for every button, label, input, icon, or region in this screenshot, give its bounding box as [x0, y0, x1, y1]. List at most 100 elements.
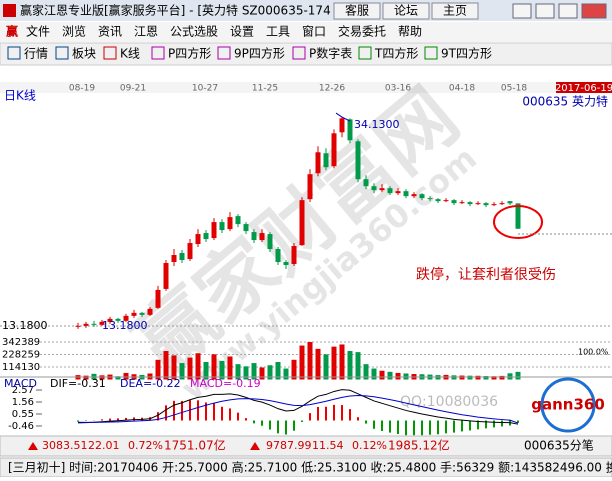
volume-bar [379, 370, 385, 380]
candle-body [139, 312, 145, 315]
peak-marker [335, 112, 351, 122]
macd-tick-label: -0.46 [8, 421, 34, 432]
sz-amount: 1985.12亿 [388, 438, 450, 453]
menu-item[interactable]: 工具 [266, 25, 290, 39]
stock-label: 000635 英力特 [522, 94, 608, 109]
volume-tick-label: 114130 [2, 362, 40, 373]
button-bg[interactable] [382, 2, 430, 20]
candle-body [507, 201, 513, 204]
date-row [0, 82, 612, 93]
volume-bar [323, 354, 329, 380]
volume-bar [227, 356, 233, 380]
logo-ring [540, 377, 596, 433]
candle-body [99, 321, 105, 325]
volume-bar [499, 375, 505, 380]
candle-body [91, 323, 97, 325]
candle-body [83, 323, 89, 326]
date-label: 10-27 [192, 84, 218, 94]
button-bg[interactable] [333, 2, 381, 20]
peak-label: 34.1300 [354, 118, 400, 131]
candle-body [315, 152, 321, 174]
tool-icon[interactable] [217, 46, 231, 60]
candle-body [427, 198, 433, 200]
tool-item[interactable]: 板块 [72, 47, 96, 61]
candle-body [339, 118, 345, 133]
tool-icon[interactable] [103, 46, 117, 60]
tool-item[interactable]: 9P四方形 [234, 46, 285, 61]
menu-item[interactable]: 设置 [230, 25, 254, 39]
candle-body [411, 194, 417, 197]
button[interactable]: 论坛 [394, 4, 418, 18]
menu-item[interactable]: 公式选股 [170, 25, 218, 39]
volume-bar [355, 352, 361, 380]
volume-bar [283, 368, 289, 380]
candle-body [371, 186, 377, 191]
menu-item[interactable]: 资讯 [98, 25, 122, 39]
volume-bar [515, 371, 521, 380]
window-controls[interactable] [512, 3, 607, 19]
volume-bar [179, 363, 185, 380]
tool-icon[interactable] [151, 46, 165, 60]
window-title: 赢家江恩专业版[赢家服务平台] - [英力特 SZ000635-174 [20, 3, 331, 18]
volume-bar [483, 375, 489, 380]
date-label: 09-21 [120, 84, 146, 94]
button[interactable]: 主页 [443, 4, 467, 18]
volume-bar [115, 376, 121, 380]
candle-body [123, 315, 129, 321]
candle-body [179, 253, 185, 260]
candle-body [171, 255, 177, 262]
menu-item[interactable]: 江恩 [134, 25, 158, 39]
button-bg[interactable] [431, 2, 479, 20]
candle-body [435, 199, 441, 202]
candle-body [163, 262, 169, 289]
candle-body [107, 318, 113, 322]
button[interactable]: 客服 [345, 3, 369, 18]
tool-icon[interactable] [7, 46, 21, 60]
macd-tick-label: 1.56 [12, 397, 34, 408]
volume-bar [387, 371, 393, 380]
volume-bar [243, 366, 249, 380]
tool-item[interactable]: P四方形 [168, 46, 211, 61]
macd-tick-label: 2.57 [12, 385, 34, 396]
candle-body [275, 249, 281, 262]
volume-bar [299, 345, 305, 380]
volume-bar [83, 375, 89, 380]
menu-item[interactable]: 交易委托 [338, 24, 386, 39]
candle-body [347, 119, 353, 141]
menu-item[interactable]: 窗口 [302, 25, 326, 39]
candle-body [451, 200, 457, 204]
volume-bar [275, 361, 281, 380]
tool-item[interactable]: T四方形 [374, 46, 418, 61]
volume-bar [291, 359, 297, 380]
candle-body [387, 188, 393, 194]
candle-body [355, 141, 361, 180]
menu-item[interactable]: 帮助 [398, 25, 422, 39]
candle-body [483, 203, 489, 206]
tool-icon[interactable] [55, 46, 69, 60]
volume-bar [347, 351, 353, 380]
volume-bar [203, 361, 209, 380]
tick-link[interactable]: 000635分笔 [524, 438, 594, 453]
tool-item[interactable]: P数字表 [309, 46, 352, 61]
candle-body [467, 202, 473, 205]
volume-bar [459, 375, 465, 380]
candle-body [499, 203, 505, 205]
tool-item[interactable]: 9T四方形 [441, 46, 492, 61]
volume-bar [315, 348, 321, 380]
sh-index: 3083.51 [42, 439, 88, 452]
candle-body [115, 318, 121, 321]
tool-icon[interactable] [358, 46, 372, 60]
tool-icon[interactable] [424, 46, 438, 60]
date-box [556, 82, 612, 93]
volume-bar [235, 364, 241, 380]
candle-body [75, 325, 81, 327]
tool-icon[interactable] [292, 46, 306, 60]
tool-item[interactable]: 行情 [24, 47, 48, 61]
menu-item[interactable]: 浏览 [62, 24, 86, 39]
dea-label: DEA=-0.22 [120, 377, 181, 390]
menu-item[interactable]: 文件 [26, 24, 50, 39]
dea-line [77, 394, 519, 424]
tool-item[interactable]: K线 [120, 47, 140, 61]
